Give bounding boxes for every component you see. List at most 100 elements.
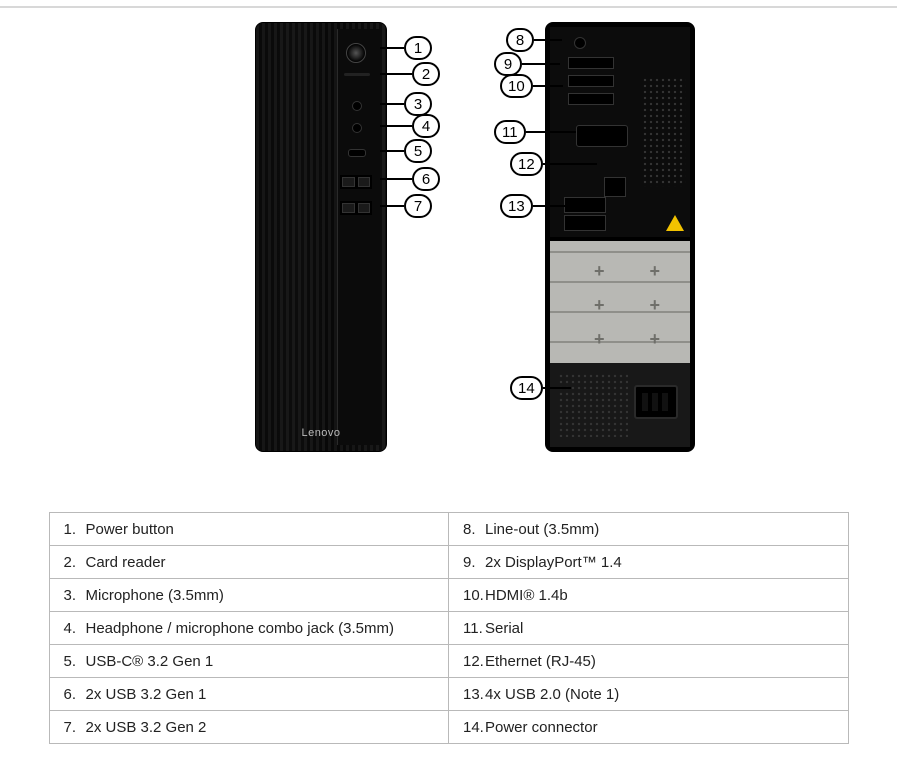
cell-num: 10. <box>463 587 485 604</box>
cell-text: 2x USB 3.2 Gen 1 <box>86 686 207 703</box>
callout-lead <box>380 47 404 49</box>
cell-text: 2x DisplayPort™ 1.4 <box>485 554 622 571</box>
callout: 11 <box>494 120 576 144</box>
hdmi-icon <box>568 93 614 105</box>
callout: 6 <box>380 167 440 191</box>
callout: 9 <box>494 52 560 76</box>
table-cell: 7.2x USB 3.2 Gen 2 <box>49 711 449 744</box>
cell-text: USB-C® 3.2 Gen 1 <box>86 653 214 670</box>
table-row: 3.Microphone (3.5mm) 10.HDMI® 1.4b <box>49 579 848 612</box>
combo-jack-icon <box>352 123 362 133</box>
callout: 8 <box>506 28 562 52</box>
expansion-slots: + + + + + + <box>550 241 690 371</box>
plus-icon: + <box>649 295 660 316</box>
cell-text: Headphone / microphone combo jack (3.5mm… <box>86 620 394 637</box>
front-view: ThinkCentre Lenovo <box>255 22 387 452</box>
cell-num: 3. <box>64 587 86 604</box>
cell-num: 6. <box>64 686 86 703</box>
plus-icon: + <box>649 261 660 282</box>
displayport-icon <box>568 57 614 69</box>
callout-bubble: 5 <box>404 139 432 163</box>
callout: 4 <box>380 114 440 138</box>
cell-text: Serial <box>485 620 523 637</box>
callout-bubble: 13 <box>500 194 533 218</box>
callout-lead <box>380 103 404 105</box>
power-connector-icon <box>634 385 678 419</box>
cell-text: Power button <box>86 521 174 538</box>
callout-bubble: 10 <box>500 74 533 98</box>
table-row: 2.Card reader 9.2x DisplayPort™ 1.4 <box>49 546 848 579</box>
front-io-panel <box>337 29 380 445</box>
cell-text: Ethernet (RJ-45) <box>485 653 596 670</box>
line-out-icon <box>574 37 586 49</box>
plus-icon: + <box>594 295 605 316</box>
callout-bubble: 1 <box>404 36 432 60</box>
callout-bubble: 9 <box>494 52 522 76</box>
cell-num: 4. <box>64 620 86 637</box>
callout: 13 <box>500 194 573 218</box>
cell-text: Card reader <box>86 554 166 571</box>
callout-lead <box>533 205 573 207</box>
cell-num: 5. <box>64 653 86 670</box>
cell-text: Power connector <box>485 719 598 736</box>
table-cell: 11.Serial <box>449 612 849 645</box>
cell-num: 7. <box>64 719 86 736</box>
psu-area <box>550 363 690 447</box>
table-cell: 14.Power connector <box>449 711 849 744</box>
callout-lead <box>380 125 412 127</box>
callout-lead <box>380 150 404 152</box>
table-row: 5.USB-C® 3.2 Gen 1 12.Ethernet (RJ-45) <box>49 645 848 678</box>
cell-num: 12. <box>463 653 485 670</box>
callout-bubble: 11 <box>494 120 526 144</box>
brand-label: Lenovo <box>301 427 340 439</box>
callout: 10 <box>500 74 563 98</box>
table-cell: 5.USB-C® 3.2 Gen 1 <box>49 645 449 678</box>
callout-lead <box>522 63 560 65</box>
top-divider <box>0 0 897 8</box>
mic-jack-icon <box>352 101 362 111</box>
displayport-icon <box>568 75 614 87</box>
cell-num: 8. <box>463 521 485 538</box>
card-reader-icon <box>344 73 370 76</box>
callout-lead <box>534 39 562 41</box>
product-diagram: ThinkCentre Lenovo 1 2 3 4 5 6 7 <box>0 12 897 472</box>
cell-text: Line-out (3.5mm) <box>485 521 599 538</box>
callout-lead <box>526 131 576 133</box>
callout: 1 <box>380 36 432 60</box>
cell-num: 9. <box>463 554 485 571</box>
serial-icon <box>576 125 628 147</box>
table-row: 4.Headphone / microphone combo jack (3.5… <box>49 612 848 645</box>
page: ThinkCentre Lenovo 1 2 3 4 5 6 7 <box>0 0 897 744</box>
table-row: 6.2x USB 3.2 Gen 1 13.4x USB 2.0 (Note 1… <box>49 678 848 711</box>
table-cell: 2.Card reader <box>49 546 449 579</box>
ethernet-icon <box>604 177 626 197</box>
callout: 12 <box>510 152 597 176</box>
table-body: 1.Power button 8.Line-out (3.5mm) 2.Card… <box>49 513 848 744</box>
callout: 2 <box>380 62 440 86</box>
callout-bubble: 7 <box>404 194 432 218</box>
callout-bubble: 14 <box>510 376 543 400</box>
callout-lead <box>380 73 412 75</box>
callout-bubble: 2 <box>412 62 440 86</box>
cell-text: HDMI® 1.4b <box>485 587 568 604</box>
ports-legend-table: 1.Power button 8.Line-out (3.5mm) 2.Card… <box>49 512 849 744</box>
callout-bubble: 8 <box>506 28 534 52</box>
callout-lead <box>533 85 563 87</box>
table-row: 1.Power button 8.Line-out (3.5mm) <box>49 513 848 546</box>
callout-lead <box>380 178 412 180</box>
cell-text: 4x USB 2.0 (Note 1) <box>485 686 619 703</box>
callout: 5 <box>380 139 432 163</box>
callout-lead <box>543 163 597 165</box>
callout-lead <box>380 205 404 207</box>
table-cell: 12.Ethernet (RJ-45) <box>449 645 849 678</box>
cell-num: 14. <box>463 719 485 736</box>
table-cell: 9.2x DisplayPort™ 1.4 <box>449 546 849 579</box>
callout: 7 <box>380 194 432 218</box>
table-cell: 8.Line-out (3.5mm) <box>449 513 849 546</box>
callout-bubble: 3 <box>404 92 432 116</box>
usb-a-pair-icon <box>340 175 372 189</box>
table-cell: 6.2x USB 3.2 Gen 1 <box>49 678 449 711</box>
cell-num: 2. <box>64 554 86 571</box>
callout-bubble: 12 <box>510 152 543 176</box>
callout: 3 <box>380 92 432 116</box>
